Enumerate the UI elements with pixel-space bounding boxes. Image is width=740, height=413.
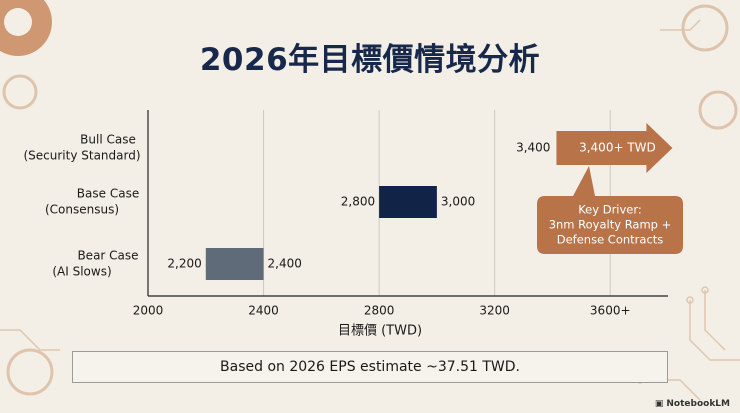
callout-text: Defense Contracts xyxy=(557,233,664,247)
y-category-sublabel: (AI Slows) xyxy=(52,265,111,279)
y-category-sublabel: (Security Standard) xyxy=(23,149,140,163)
footer-text: Based on 2026 EPS estimate ~37.51 TWD. xyxy=(220,359,520,375)
bar-high-label: 3,000 xyxy=(441,195,475,209)
y-category-label: Bear Case xyxy=(77,249,138,263)
x-tick-label: 2000 xyxy=(133,304,164,318)
y-category-sublabel: (Consensus) xyxy=(45,203,119,217)
key-driver-callout xyxy=(537,166,683,254)
logo-text: NotebookLM xyxy=(666,399,730,409)
callout-text: Key Driver: xyxy=(578,203,642,217)
gear-outline-icon xyxy=(2,4,738,396)
notebooklm-logo: ▣ NotebookLM xyxy=(655,399,730,409)
bar-low-label: 2,800 xyxy=(341,195,375,209)
footer-note: Based on 2026 EPS estimate ~37.51 TWD. xyxy=(72,351,668,383)
range-bar xyxy=(379,186,437,218)
bull-case-arrow xyxy=(556,123,673,173)
y-category-label: Bull Case xyxy=(80,133,136,147)
callout-text: 3nm Royalty Ramp + xyxy=(549,218,672,232)
notebook-icon: ▣ xyxy=(654,399,664,409)
bar-low-label: 2,200 xyxy=(167,257,201,271)
bar-high-label: 3,400+ TWD xyxy=(579,141,656,155)
gear-icon xyxy=(0,0,52,56)
x-tick-label: 3200 xyxy=(479,304,510,318)
bar-high-label: 2,400 xyxy=(268,257,302,271)
x-tick-label: 2400 xyxy=(248,304,279,318)
x-axis-label: 目標價 (TWD) xyxy=(338,324,422,339)
y-category-label: Base Case xyxy=(77,187,139,201)
page-title: 2026年目標價情境分析 xyxy=(199,42,541,78)
bar-low-label: 3,400 xyxy=(516,141,550,155)
range-bar xyxy=(205,248,264,280)
x-tick-label: 2800 xyxy=(364,304,395,318)
x-tick-label: 3600+ xyxy=(590,304,631,318)
